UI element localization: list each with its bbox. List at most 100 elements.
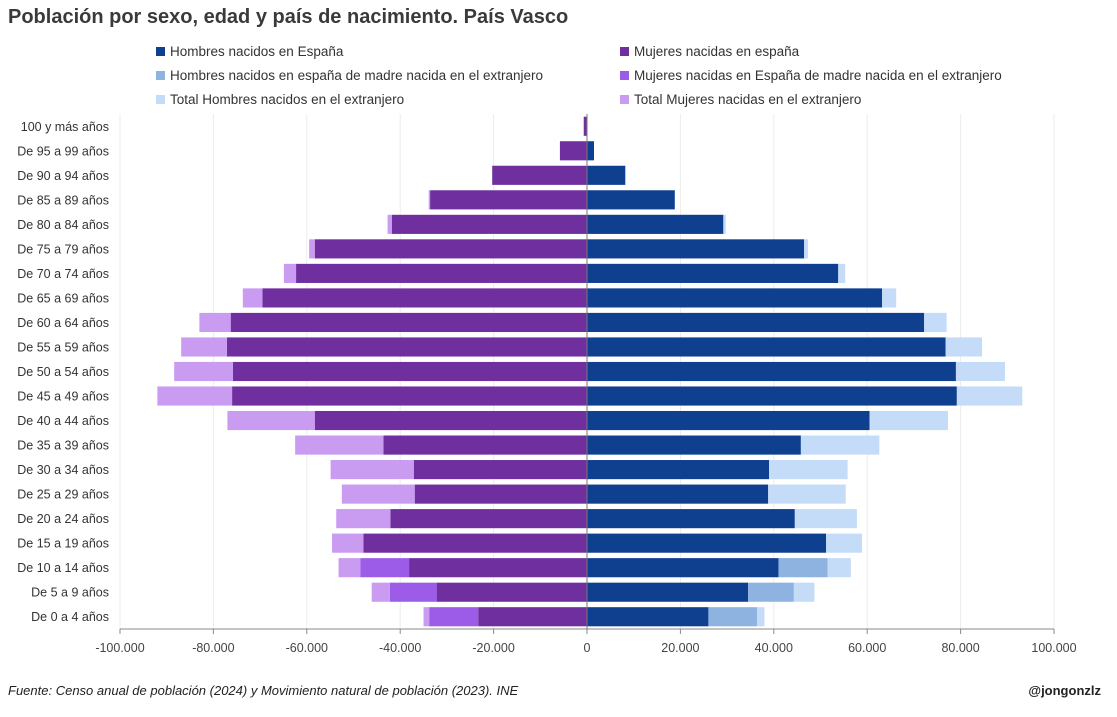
age-group-label: De 30 a 34 años	[17, 463, 109, 477]
legend-item-hombres-espana: Hombres nacidos en España	[156, 44, 343, 59]
bar-male	[826, 533, 863, 553]
bar-female	[383, 435, 587, 455]
legend-item-mujeres-madre-extranjera: Mujeres nacidas en España de madre nacid…	[620, 68, 1002, 83]
age-group-label: De 55 a 59 años	[17, 340, 109, 354]
bar-male	[778, 558, 828, 578]
bar-female	[559, 141, 587, 161]
legend-item-mujeres-espana: Mujeres nacidas en españa	[620, 44, 799, 59]
bar-male	[587, 312, 925, 333]
bar-female	[391, 214, 587, 234]
x-tick-label: 20.000	[661, 641, 699, 655]
bar-female	[174, 361, 234, 382]
bar-female	[233, 361, 587, 382]
bar-male	[587, 361, 956, 382]
bar-female	[314, 239, 587, 259]
bar-male	[838, 263, 846, 283]
x-tick-label: -40.000	[379, 641, 421, 655]
bar-male	[587, 214, 724, 234]
legend-label: Total Hombres nacidos en el extranjero	[170, 92, 405, 107]
author-handle: @jongonzlz	[1028, 683, 1101, 698]
legend-label: Hombres nacidos en España	[170, 44, 344, 59]
x-tick-label: 0	[584, 641, 591, 655]
bar-male	[882, 288, 897, 308]
bar-female	[199, 312, 231, 333]
bar-female	[309, 239, 315, 259]
bar-female	[389, 582, 437, 602]
age-group-label: De 50 a 54 años	[17, 365, 109, 379]
bar-male	[587, 460, 770, 480]
bar-male	[756, 607, 765, 627]
bar-female	[428, 190, 431, 210]
bar-male	[587, 386, 957, 406]
bar-female	[332, 533, 364, 553]
bar-male	[587, 533, 827, 553]
age-group-label: De 40 a 44 años	[17, 414, 109, 428]
age-group-label: De 0 a 4 años	[31, 610, 109, 624]
legend-swatch-mujeres-espana	[620, 47, 629, 56]
bar-male	[587, 435, 801, 455]
legend-swatch-total-hombres-extranjero	[156, 95, 165, 104]
legend-item-hombres-madre-extranjera: Hombres nacidos en españa de madre nacid…	[156, 68, 543, 83]
bar-female	[423, 607, 430, 627]
legend-label: Total Mujeres nacidas en el extranjero	[634, 92, 862, 107]
bar-female	[227, 410, 315, 431]
legend-swatch-hombres-espana	[156, 47, 165, 56]
x-tick-label: -20.000	[472, 641, 514, 655]
age-group-label: De 95 a 99 años	[17, 144, 109, 158]
bar-female	[283, 263, 297, 283]
bar-male	[587, 288, 883, 308]
age-group-label: De 85 a 89 años	[17, 193, 109, 207]
age-group-label: De 35 a 39 años	[17, 439, 109, 453]
bar-male	[768, 484, 846, 504]
legend-item-total-hombres-extranjero: Total Hombres nacidos en el extranjero	[156, 92, 404, 107]
source-note: Fuente: Censo anual de población (2024) …	[8, 683, 519, 698]
age-group-label: De 15 a 19 años	[17, 537, 109, 551]
bar-male	[587, 337, 946, 357]
bar-male	[587, 239, 805, 259]
bar-male	[587, 484, 769, 504]
x-tick-label: 40.000	[755, 641, 793, 655]
bar-female	[262, 288, 587, 308]
bar-male	[769, 460, 848, 480]
bar-female	[157, 386, 233, 406]
bar-male	[587, 190, 675, 210]
bar-female	[390, 509, 587, 529]
bar-female	[295, 435, 384, 455]
bar-female	[387, 214, 392, 234]
bar-male	[827, 558, 851, 578]
age-group-label: De 70 a 74 años	[17, 267, 109, 281]
x-tick-label: -80.000	[192, 641, 234, 655]
age-group-label: De 5 a 9 años	[31, 586, 109, 600]
legend-swatch-mujeres-madre-extranjera	[620, 71, 629, 80]
bar-male	[800, 435, 880, 455]
age-group-label: De 60 a 64 años	[17, 316, 109, 330]
bar-female	[242, 288, 263, 308]
bar-male	[869, 410, 948, 431]
bar-female	[414, 484, 587, 504]
bar-female	[371, 582, 390, 602]
bar-female	[583, 116, 587, 136]
x-tick-label: -60.000	[286, 641, 328, 655]
chart-title: Población por sexo, edad y país de nacim…	[8, 6, 569, 28]
bar-female	[341, 484, 415, 504]
chart-legend: Hombres nacidos en España Mujeres nacida…	[156, 44, 1056, 114]
bar-female	[430, 190, 587, 210]
bar-male	[924, 312, 947, 333]
x-tick-label: 60.000	[848, 641, 886, 655]
bar-female	[429, 607, 479, 627]
age-group-label: De 80 a 84 años	[17, 218, 109, 232]
bar-female	[226, 337, 587, 357]
bar-male	[804, 239, 808, 259]
bar-male	[945, 337, 983, 357]
bar-female	[413, 460, 587, 480]
age-group-label: De 75 a 79 años	[17, 242, 109, 256]
bar-female	[338, 558, 361, 578]
bar-female	[330, 460, 414, 480]
age-group-label: De 10 a 14 años	[17, 561, 109, 575]
bar-male	[587, 509, 795, 529]
bar-male	[708, 607, 757, 627]
age-group-label: De 90 a 94 años	[17, 169, 109, 183]
bar-female	[230, 312, 587, 333]
bar-female	[492, 165, 587, 185]
